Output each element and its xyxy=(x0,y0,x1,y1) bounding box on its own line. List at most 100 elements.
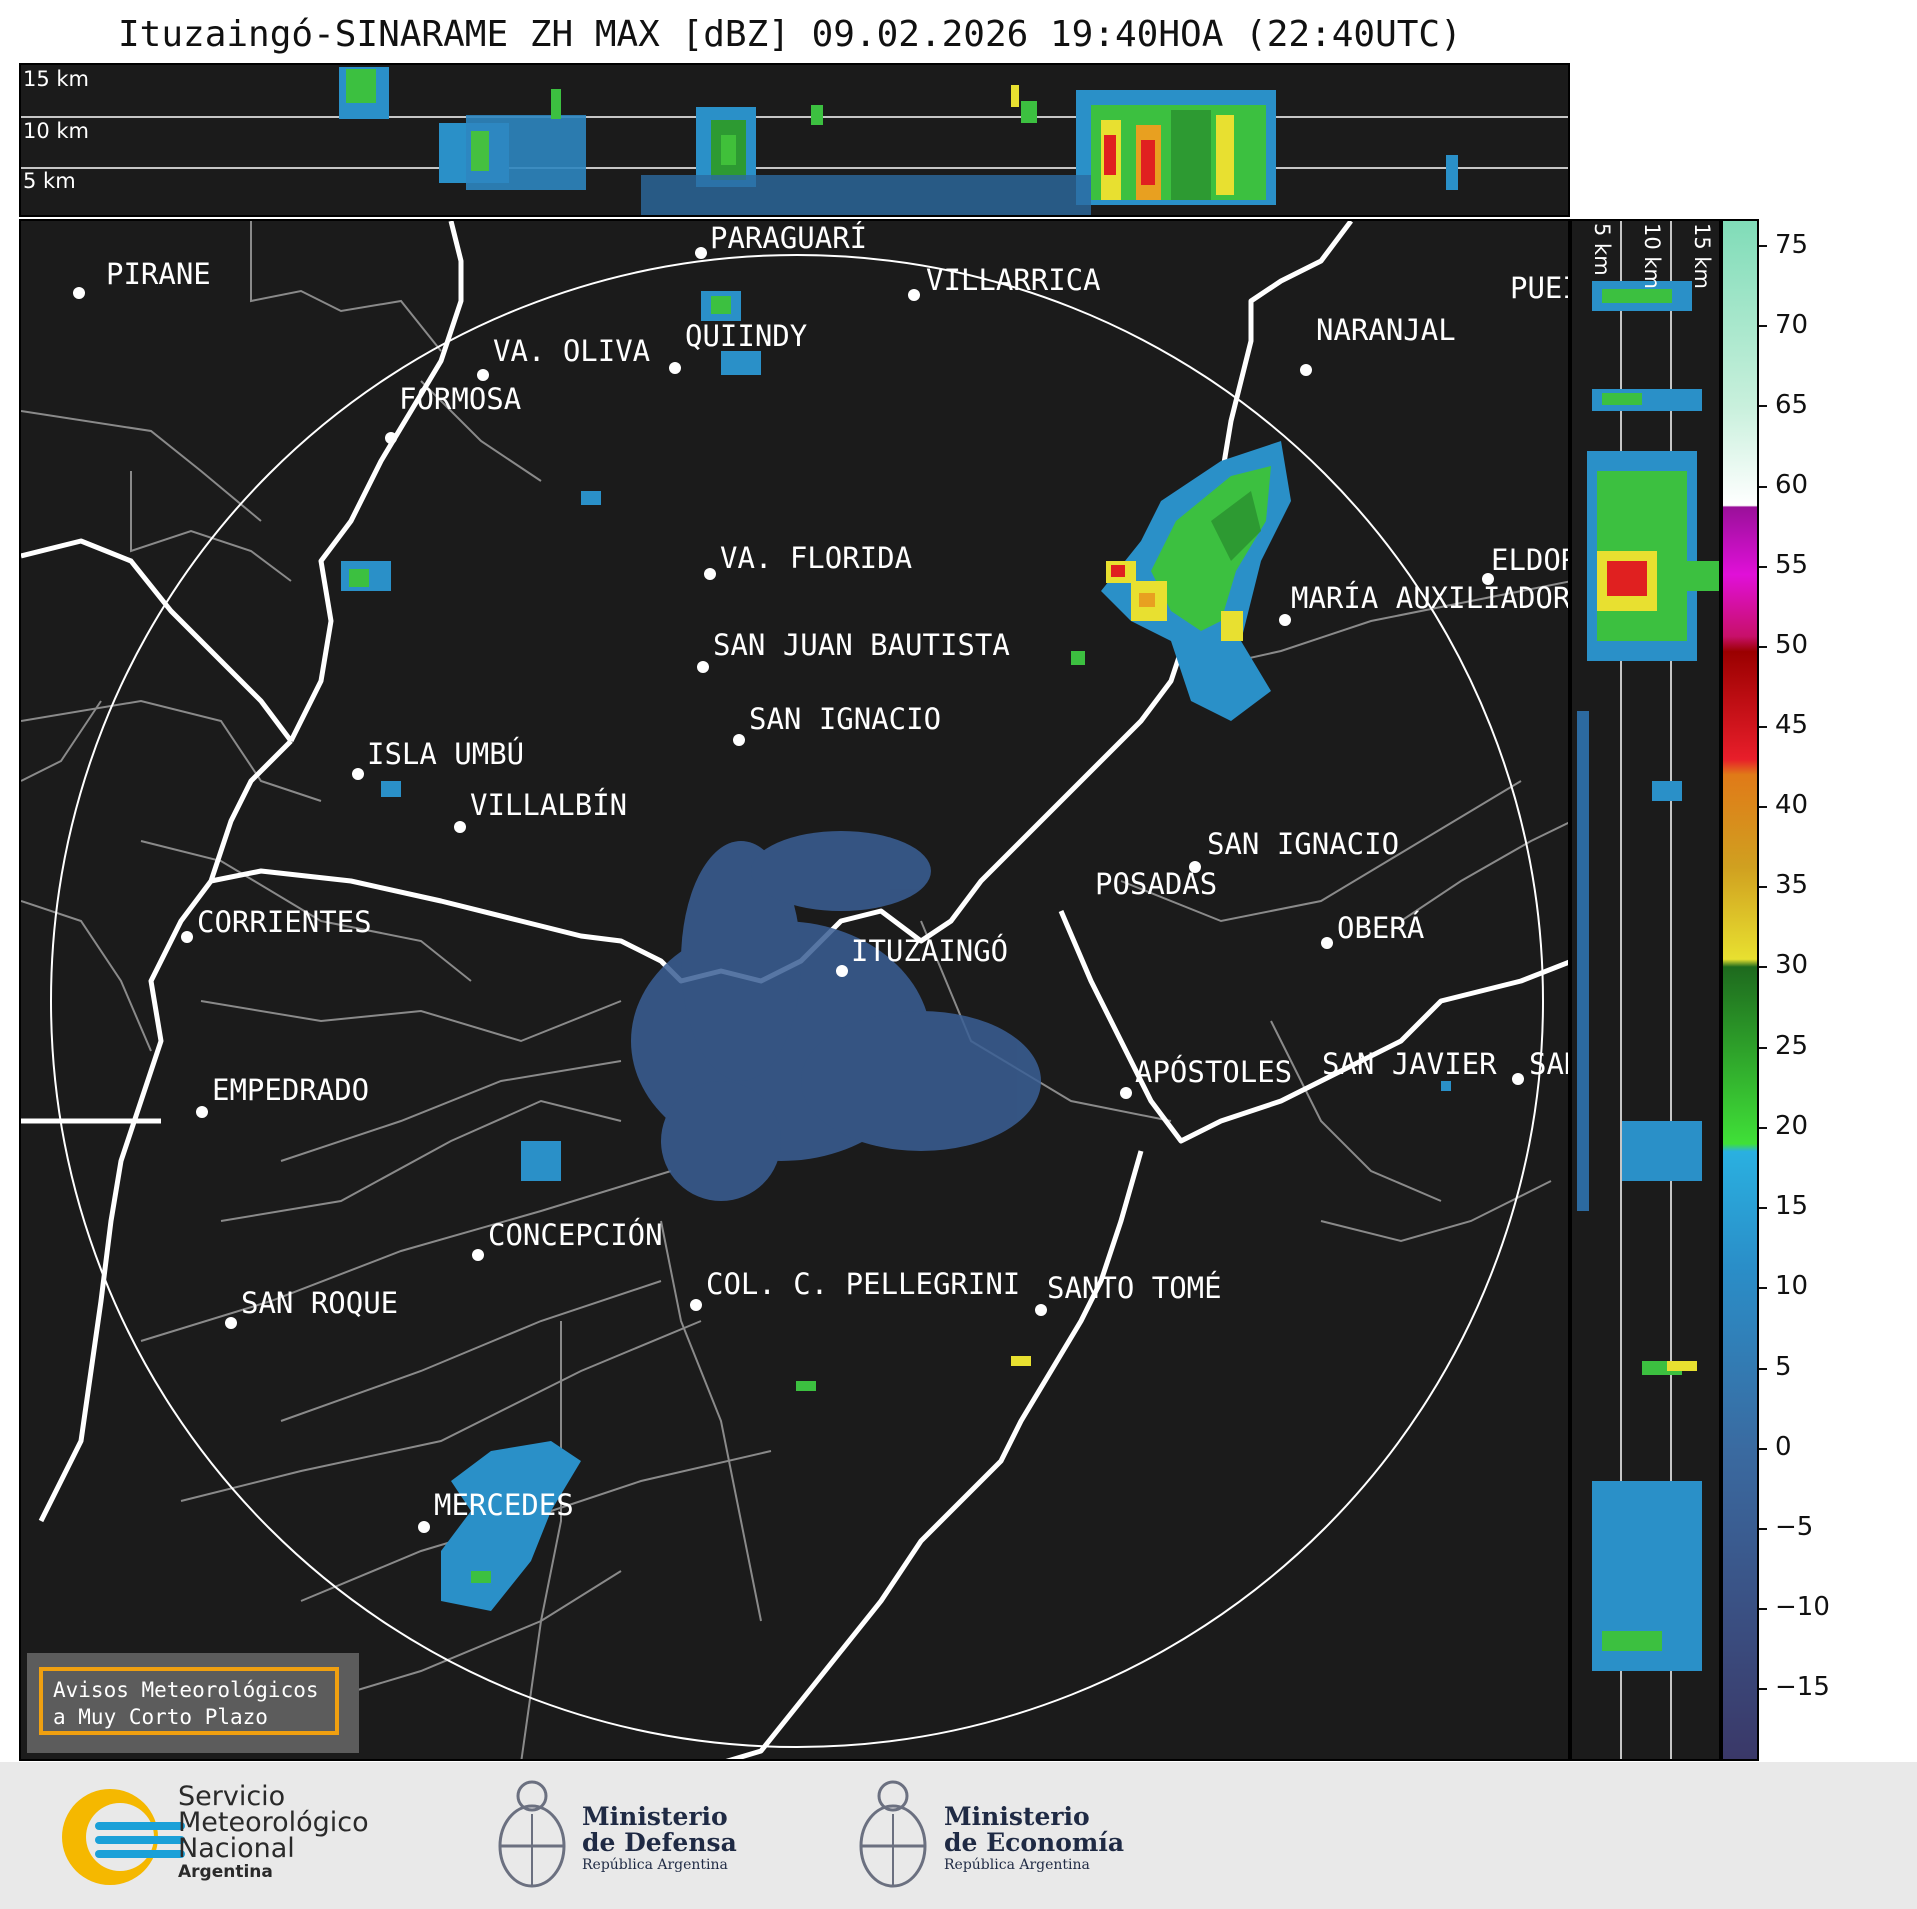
city-dot xyxy=(1321,937,1333,949)
city-dot xyxy=(1189,861,1201,873)
colorbar-tick xyxy=(1759,325,1767,327)
top-height-profile: 15 km 10 km 5 km xyxy=(19,63,1570,217)
city-label[interactable]: CONCEPCIÓN xyxy=(488,1218,663,1252)
city-dot xyxy=(1300,364,1312,376)
colorbar-label: 30 xyxy=(1775,950,1809,980)
colorbar-tick xyxy=(1759,646,1767,648)
colorbar-label: 45 xyxy=(1775,710,1809,740)
city-dot xyxy=(836,965,848,977)
city-dot xyxy=(472,1249,484,1261)
city-label[interactable]: SAN ROQUE xyxy=(241,1286,399,1320)
footer: Servicio Meteorológico Nacional Argentin… xyxy=(0,1762,1917,1909)
colorbar-label: 70 xyxy=(1775,310,1809,340)
colorbar-label: 5 xyxy=(1775,1352,1792,1382)
city-dot xyxy=(1279,614,1291,626)
city-dot xyxy=(1035,1304,1047,1316)
colorbar-tick xyxy=(1759,1368,1767,1370)
city-label[interactable]: POSADAS xyxy=(1095,867,1218,901)
city-label[interactable]: PARAGUARÍ xyxy=(710,221,868,255)
colorbar-tick xyxy=(1759,1207,1767,1209)
colorbar-tick xyxy=(1759,1127,1767,1129)
colorbar-label: 50 xyxy=(1775,630,1809,660)
city-label[interactable]: MERCEDES xyxy=(434,1488,574,1522)
city-dot xyxy=(73,287,85,299)
city-dot xyxy=(733,734,745,746)
city-label[interactable]: EMPEDRADO xyxy=(212,1073,370,1107)
city-label[interactable]: SAN IGNACIO xyxy=(749,702,942,736)
city-label[interactable]: SAN JAVIER xyxy=(1322,1047,1497,1081)
notice-line-2: a Muy Corto Plazo xyxy=(53,1705,268,1729)
colorbar-label: −5 xyxy=(1775,1512,1814,1542)
notice-box[interactable]: Avisos Meteorológicos a Muy Corto Plazo xyxy=(27,1653,359,1753)
radar-map[interactable]: PARAGUARÍ PIRANE VILLARRICA QUIINDY VA. … xyxy=(19,219,1570,1761)
city-label[interactable]: SAN IGNACIO xyxy=(1207,827,1400,861)
colorbar-tick xyxy=(1759,1047,1767,1049)
colorbar-label: 65 xyxy=(1775,390,1809,420)
colorbar-label: 15 xyxy=(1775,1191,1809,1221)
colorbar-label: 55 xyxy=(1775,550,1809,580)
colorbar-tick xyxy=(1759,486,1767,488)
city-label[interactable]: VILLALBÍN xyxy=(470,788,628,822)
colorbar-label: 35 xyxy=(1775,870,1809,900)
colorbar-label: 10 xyxy=(1775,1271,1809,1301)
city-label[interactable]: OBERÁ xyxy=(1337,911,1425,945)
colorbar-tick xyxy=(1759,1608,1767,1610)
city-label[interactable]: MARÍA AUXILIADOR xyxy=(1291,581,1570,615)
colorbar-tick xyxy=(1759,566,1767,568)
colorbar-tick xyxy=(1759,966,1767,968)
colorbar-tick xyxy=(1759,886,1767,888)
city-label[interactable]: VA. OLIVA xyxy=(493,334,651,368)
colorbar-label: 20 xyxy=(1775,1111,1809,1141)
city-label[interactable]: QUIINDY xyxy=(685,319,808,353)
city-dot xyxy=(454,821,466,833)
colorbar-tick xyxy=(1759,1528,1767,1530)
city-label[interactable]: APÓSTOLES xyxy=(1135,1055,1293,1089)
city-label[interactable]: SANTO TOMÉ xyxy=(1047,1271,1222,1305)
city-dot xyxy=(704,568,716,580)
colorbar-tick xyxy=(1759,1287,1767,1289)
city-label[interactable]: ISLA UMBÚ xyxy=(367,737,525,771)
level-label-5km: 5 km xyxy=(23,169,76,193)
city-label[interactable]: VA. FLORIDA xyxy=(720,541,913,575)
city-dot xyxy=(196,1106,208,1118)
smn-logo-icon xyxy=(62,1789,185,1885)
city-label[interactable]: FORMOSA xyxy=(399,382,522,416)
city-label[interactable]: NARANJAL xyxy=(1316,313,1456,347)
coat-of-arms-icon xyxy=(859,1780,927,1888)
city-label[interactable]: VILLARRICA xyxy=(926,263,1101,297)
colorbar-label: −10 xyxy=(1775,1592,1830,1622)
city-dot xyxy=(477,369,489,381)
city-dot xyxy=(1512,1073,1524,1085)
city-dot xyxy=(908,289,920,301)
colorbar-label: 0 xyxy=(1775,1432,1792,1462)
city-label[interactable]: PUEI xyxy=(1510,271,1568,305)
colorbar-label: 40 xyxy=(1775,790,1809,820)
city-dot xyxy=(669,362,681,374)
city-dot xyxy=(695,247,707,259)
city-label[interactable]: PIRANE xyxy=(106,257,211,291)
city-label[interactable]: SAN JUAN BAUTISTA xyxy=(713,628,1010,662)
city-dot xyxy=(418,1521,430,1533)
colorbar-tick xyxy=(1759,726,1767,728)
city-label[interactable]: ITUZAINGÓ xyxy=(851,934,1009,968)
level-label-10km-right: 10 km xyxy=(1640,223,1664,290)
city-dot xyxy=(1120,1087,1132,1099)
city-label[interactable]: SAN xyxy=(1529,1047,1568,1081)
colorbar xyxy=(1721,219,1759,1761)
colorbar-label: −15 xyxy=(1775,1672,1830,1702)
city-label[interactable]: COL. C. PELLEGRINI xyxy=(706,1267,1021,1301)
colorbar-tick xyxy=(1759,245,1767,247)
city-dot xyxy=(352,768,364,780)
level-label-15km: 15 km xyxy=(23,67,90,91)
city-label[interactable]: CORRIENTES xyxy=(197,905,372,939)
city-label[interactable]: ELDOR xyxy=(1491,543,1570,577)
colorbar-label: 75 xyxy=(1775,230,1809,260)
colorbar-label: 60 xyxy=(1775,470,1809,500)
city-dot xyxy=(697,661,709,673)
colorbar-label: 25 xyxy=(1775,1031,1809,1061)
city-dot xyxy=(690,1299,702,1311)
city-dot xyxy=(225,1317,237,1329)
economia-logo-text: Ministerio de Economía República Argenti… xyxy=(944,1802,1125,1874)
colorbar-tick xyxy=(1759,405,1767,407)
notice-line-1: Avisos Meteorológicos xyxy=(53,1678,319,1702)
